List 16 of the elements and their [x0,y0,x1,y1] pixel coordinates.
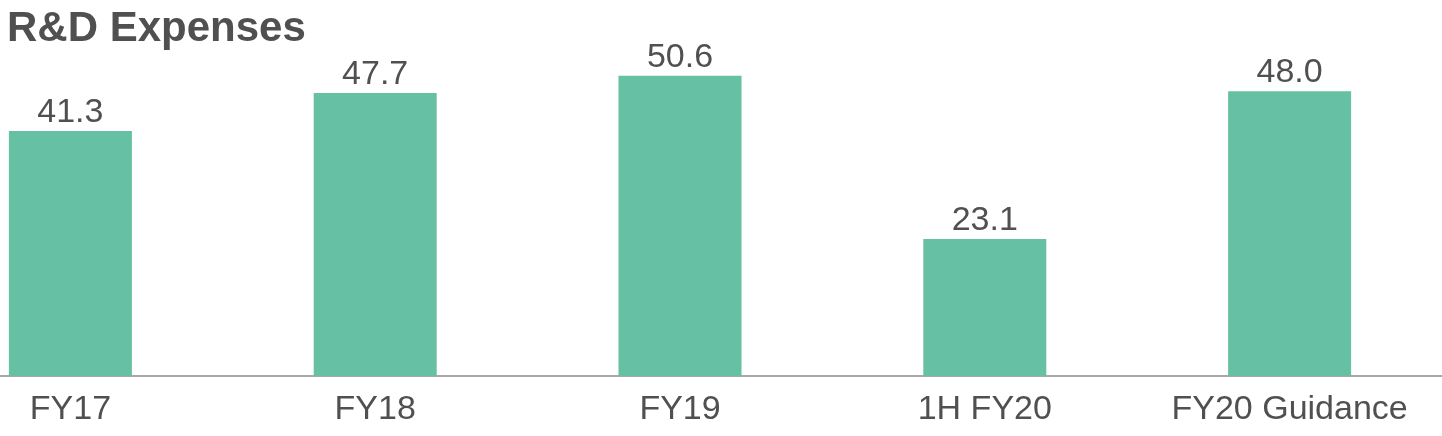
bar [8,130,132,376]
x-tick-label: FY18 [334,388,416,426]
x-tick-label: 1H FY20 [917,388,1052,426]
data-label: 50.6 [646,35,714,74]
x-tick-label: FY20 Guidance [1171,388,1408,426]
x-tick-label: FY17 [29,388,112,426]
bar [923,238,1047,376]
data-label: 48.0 [1256,51,1323,90]
data-label: 41.3 [37,90,104,129]
bar [313,92,437,376]
data-label: 23.1 [951,198,1018,237]
data-label: 47.7 [342,52,409,91]
bar [618,75,742,376]
x-tick-label: FY19 [639,388,721,426]
bar [1228,91,1352,376]
chart-title: R&D Expenses [7,2,306,50]
